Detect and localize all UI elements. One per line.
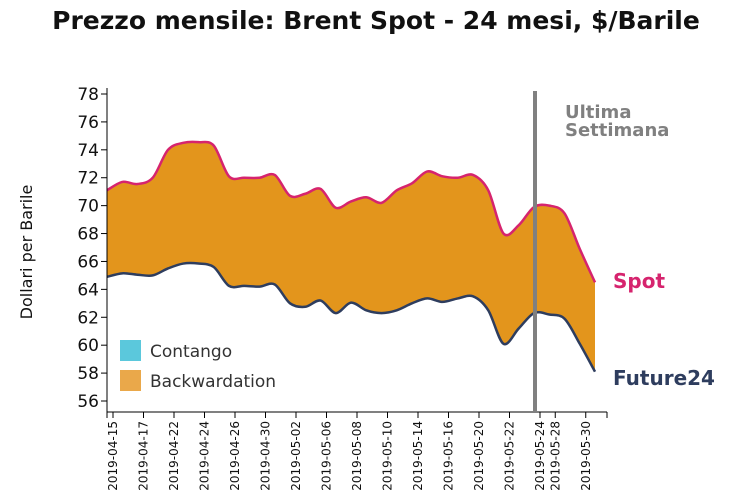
annotation-line2: Settimana — [565, 120, 669, 141]
legend-swatch-backwardation — [120, 370, 141, 391]
y-tick-label: 78 — [77, 85, 99, 105]
x-tick-label: 2019-05-06 — [320, 421, 334, 491]
y-tick-label: 74 — [77, 141, 99, 161]
x-tick-label: 2019-05-30 — [579, 421, 593, 491]
y-tick-label: 62 — [77, 308, 99, 328]
y-tick-label: 70 — [77, 197, 99, 217]
x-tick-label: 2019-04-22 — [167, 421, 181, 491]
x-tick-label: 2019-05-22 — [503, 421, 517, 491]
x-tick-label: 2019-04-15 — [106, 421, 120, 491]
spot-label: Spot — [613, 269, 665, 293]
x-tick-label: 2019-05-08 — [350, 421, 364, 491]
y-tick-label: 66 — [77, 252, 99, 272]
x-tick-label: 2019-05-24 — [533, 421, 547, 491]
legend-label-backwardation: Backwardation — [150, 372, 276, 392]
x-tick-label: 2019-04-17 — [137, 421, 151, 491]
future24-line — [106, 261, 597, 373]
chart-title: Prezzo mensile: Brent Spot - 24 mesi, $/… — [52, 6, 700, 35]
legend-swatch-contango — [120, 340, 141, 361]
y-tick-label: 58 — [77, 364, 99, 384]
legend-label-contango: Contango — [150, 342, 232, 362]
x-tick-label: 2019-04-30 — [259, 421, 273, 491]
x-tick-label: 2019-05-20 — [472, 421, 486, 491]
future24-label: Future24 — [613, 366, 715, 390]
y-tick-label: 76 — [77, 113, 99, 133]
x-tick-label: 2019-05-02 — [289, 421, 303, 491]
y-axis-label: Dollari per Barile — [17, 185, 36, 320]
x-tick-label: 2019-05-14 — [411, 421, 425, 491]
backwardation-area — [107, 141, 595, 372]
y-tick-label: 72 — [77, 169, 99, 189]
x-tick-label: 2019-05-16 — [442, 421, 456, 491]
y-tick-label: 68 — [77, 225, 99, 245]
spot-line — [106, 140, 597, 283]
x-tick-label: 2019-04-24 — [198, 421, 212, 491]
y-tick-label: 64 — [77, 280, 99, 300]
y-tick-label: 56 — [77, 392, 99, 412]
annotation-line1: Ultima — [565, 102, 631, 123]
y-tick-label: 60 — [77, 336, 99, 356]
x-tick-label: 2019-05-28 — [548, 421, 562, 491]
x-tick-label: 2019-04-26 — [228, 421, 242, 491]
x-tick-label: 2019-05-10 — [381, 421, 395, 491]
